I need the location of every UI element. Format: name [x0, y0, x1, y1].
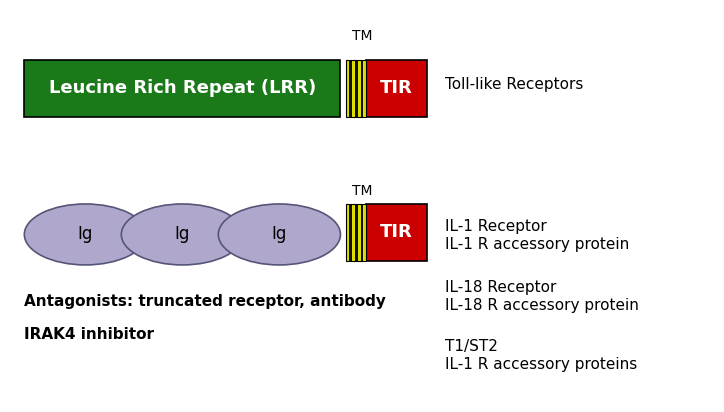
Text: TM: TM — [352, 29, 372, 43]
Text: IL-1 R accessory protein: IL-1 R accessory protein — [445, 237, 629, 252]
Polygon shape — [358, 204, 361, 261]
Ellipse shape — [122, 204, 243, 265]
Text: IRAK4 inhibitor: IRAK4 inhibitor — [25, 327, 154, 342]
Text: Leucine Rich Repeat (LRR): Leucine Rich Repeat (LRR) — [49, 79, 316, 97]
Text: TM: TM — [352, 184, 372, 198]
Polygon shape — [349, 204, 352, 261]
Polygon shape — [363, 60, 366, 117]
Text: Ig: Ig — [174, 225, 190, 243]
Polygon shape — [358, 60, 361, 117]
Polygon shape — [349, 60, 352, 117]
Ellipse shape — [25, 204, 146, 265]
Ellipse shape — [219, 204, 340, 265]
Text: Ig: Ig — [272, 225, 287, 243]
Polygon shape — [352, 204, 355, 261]
Polygon shape — [361, 60, 363, 117]
Polygon shape — [355, 204, 358, 261]
FancyBboxPatch shape — [366, 60, 426, 117]
Text: Ig: Ig — [77, 225, 93, 243]
Text: T1/ST2: T1/ST2 — [445, 339, 497, 354]
Text: IL-18 R accessory protein: IL-18 R accessory protein — [445, 298, 639, 313]
Polygon shape — [355, 60, 358, 117]
Polygon shape — [352, 60, 355, 117]
Polygon shape — [346, 204, 349, 261]
Polygon shape — [363, 204, 366, 261]
FancyBboxPatch shape — [366, 204, 426, 261]
Polygon shape — [361, 204, 363, 261]
FancyBboxPatch shape — [25, 60, 340, 117]
Text: Antagonists: truncated receptor, antibody: Antagonists: truncated receptor, antibod… — [25, 294, 386, 309]
Text: Toll-like Receptors: Toll-like Receptors — [445, 77, 583, 91]
Text: TIR: TIR — [380, 79, 413, 97]
Text: TIR: TIR — [380, 223, 413, 241]
Text: IL-1 Receptor: IL-1 Receptor — [445, 219, 547, 234]
Text: IL-1 R accessory proteins: IL-1 R accessory proteins — [445, 357, 637, 372]
Polygon shape — [346, 60, 349, 117]
Text: IL-18 Receptor: IL-18 Receptor — [445, 280, 556, 295]
